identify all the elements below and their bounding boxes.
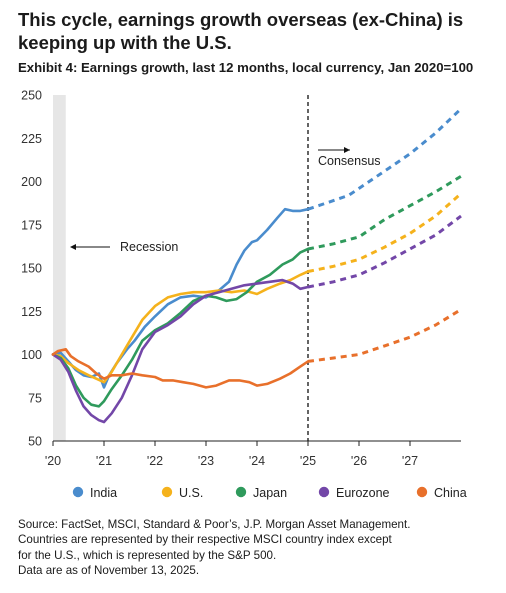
y-tick-label: 175 [21, 218, 42, 232]
y-tick-label: 125 [21, 305, 42, 319]
chart-title-line-1: This cycle, earnings growth overseas (ex… [18, 9, 464, 30]
legend-label-u-s: U.S. [179, 486, 203, 500]
source-note: Source: FactSet, MSCI, Standard & Poor’s… [18, 517, 498, 578]
series-china-forecast-line [307, 308, 462, 363]
series-japan-forecast-line [307, 175, 462, 251]
x-tick-label: '20 [45, 454, 61, 468]
legend-swatch-eurozone [318, 486, 330, 498]
consensus-arrow-head [344, 147, 350, 153]
series-china-line [51, 348, 310, 389]
y-tick-label: 50 [28, 435, 42, 449]
series-india-line [51, 207, 310, 389]
recession-arrow-head [70, 244, 76, 250]
y-tick-label: 150 [21, 262, 42, 276]
y-tick-label: 100 [21, 348, 42, 362]
series-u-s-line [51, 270, 310, 384]
legend-swatch-india [72, 486, 84, 498]
y-tick-label: 250 [21, 89, 42, 103]
legend-label-japan: Japan [253, 486, 287, 500]
source-line-2: Countries are represented by their respe… [18, 533, 392, 547]
recession-band [53, 95, 66, 441]
series-u-s-forecast-line [307, 192, 462, 273]
source-line-3: for the U.S., which is represented by th… [18, 548, 277, 562]
legend-label-india: India [90, 486, 117, 500]
y-tick-label: 200 [21, 175, 42, 189]
x-tick-label: '27 [402, 454, 418, 468]
source-line-4: Data are as of November 13, 2025. [18, 563, 200, 577]
consensus-label: Consensus [318, 154, 381, 168]
legend-swatch-u-s [161, 486, 173, 498]
legend-swatch-japan [235, 486, 247, 498]
y-tick-label: 225 [21, 132, 42, 146]
series-eurozone-line [51, 278, 310, 424]
earnings-growth-chart: 50 75 100 125 150 175 200 225 250 '20 '21 '22 '23 '24… [21, 89, 467, 501]
x-tick-label: '22 [147, 454, 163, 468]
x-tick-label: '24 [249, 454, 265, 468]
series-india-forecast-line [307, 107, 463, 211]
source-line-1: Source: FactSet, MSCI, Standard & Poor’s… [18, 518, 411, 531]
x-tick-label: '26 [351, 454, 367, 468]
legend-label-eurozone: Eurozone [336, 486, 390, 500]
recession-label: Recession [120, 240, 178, 254]
legend-swatch-china [416, 486, 428, 498]
legend-label-china: China [434, 486, 467, 500]
x-tick-label: '21 [96, 454, 112, 468]
series-eurozone-forecast-line [307, 214, 462, 289]
x-tick-label: '25 [300, 454, 316, 468]
chart-subtitle: Exhibit 4: Earnings growth, last 12 mont… [18, 60, 474, 75]
series-japan-line [51, 247, 310, 408]
y-tick-label: 75 [28, 391, 42, 405]
x-tick-label: '23 [198, 454, 214, 468]
chart-title: This cycle, earnings growth overseas (ex… [18, 8, 498, 54]
chart-title-line-2: keeping up with the U.S. [18, 32, 232, 53]
